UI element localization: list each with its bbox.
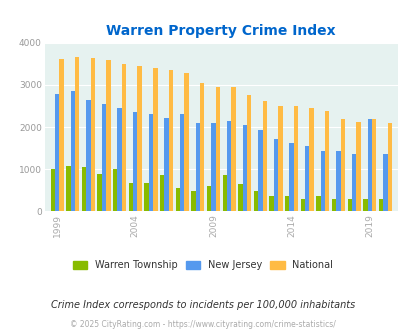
Bar (367, 119, 371, 211)
Bar (97, 174, 102, 211)
Title: Warren Property Crime Index: Warren Property Crime Index (106, 23, 335, 38)
Bar (289, 143, 293, 211)
Bar (226, 121, 231, 211)
Bar (273, 139, 277, 211)
Bar (331, 199, 335, 211)
Bar (195, 123, 200, 211)
Bar (335, 151, 340, 211)
Bar (117, 108, 121, 211)
Bar (382, 154, 387, 211)
Bar (324, 111, 328, 211)
Bar (128, 183, 133, 211)
Bar (200, 83, 204, 211)
Bar (340, 119, 344, 211)
Bar (320, 151, 324, 211)
Legend: Warren Township, New Jersey, National: Warren Township, New Jersey, National (69, 256, 336, 274)
Bar (168, 70, 173, 211)
Bar (356, 122, 360, 211)
Bar (106, 60, 110, 211)
Text: © 2025 CityRating.com - https://www.cityrating.com/crime-statistics/: © 2025 CityRating.com - https://www.city… (70, 319, 335, 329)
Bar (164, 118, 168, 211)
Bar (160, 175, 164, 211)
Bar (90, 58, 95, 211)
Bar (144, 183, 148, 211)
Bar (293, 107, 297, 211)
Bar (148, 115, 153, 211)
Bar (362, 199, 367, 211)
Bar (102, 104, 106, 211)
Bar (378, 199, 382, 211)
Bar (300, 199, 304, 211)
Bar (258, 130, 262, 211)
Bar (371, 119, 375, 211)
Bar (304, 146, 309, 211)
Bar (175, 188, 179, 211)
Bar (207, 186, 211, 211)
Bar (153, 68, 157, 211)
Bar (231, 87, 235, 211)
Bar (122, 63, 126, 211)
Text: Crime Index corresponds to incidents per 100,000 inhabitants: Crime Index corresponds to incidents per… (51, 300, 354, 310)
Bar (315, 196, 320, 211)
Bar (242, 124, 246, 211)
Bar (70, 91, 75, 211)
Bar (277, 106, 282, 211)
Bar (179, 115, 184, 211)
Bar (262, 101, 266, 211)
Bar (246, 95, 251, 211)
Bar (211, 123, 215, 211)
Bar (387, 123, 391, 211)
Bar (66, 166, 70, 211)
Bar (86, 100, 90, 211)
Bar (284, 196, 289, 211)
Bar (351, 154, 356, 211)
Bar (269, 196, 273, 211)
Bar (82, 167, 86, 211)
Bar (222, 175, 226, 211)
Bar (133, 112, 137, 211)
Bar (113, 169, 117, 211)
Bar (75, 57, 79, 211)
Bar (253, 191, 258, 211)
Bar (215, 87, 220, 211)
Bar (184, 73, 188, 211)
Bar (238, 184, 242, 211)
Bar (51, 169, 55, 211)
Bar (347, 199, 351, 211)
Bar (59, 59, 64, 211)
Bar (137, 66, 141, 211)
Bar (309, 108, 313, 211)
Bar (191, 191, 195, 211)
Bar (55, 94, 59, 211)
